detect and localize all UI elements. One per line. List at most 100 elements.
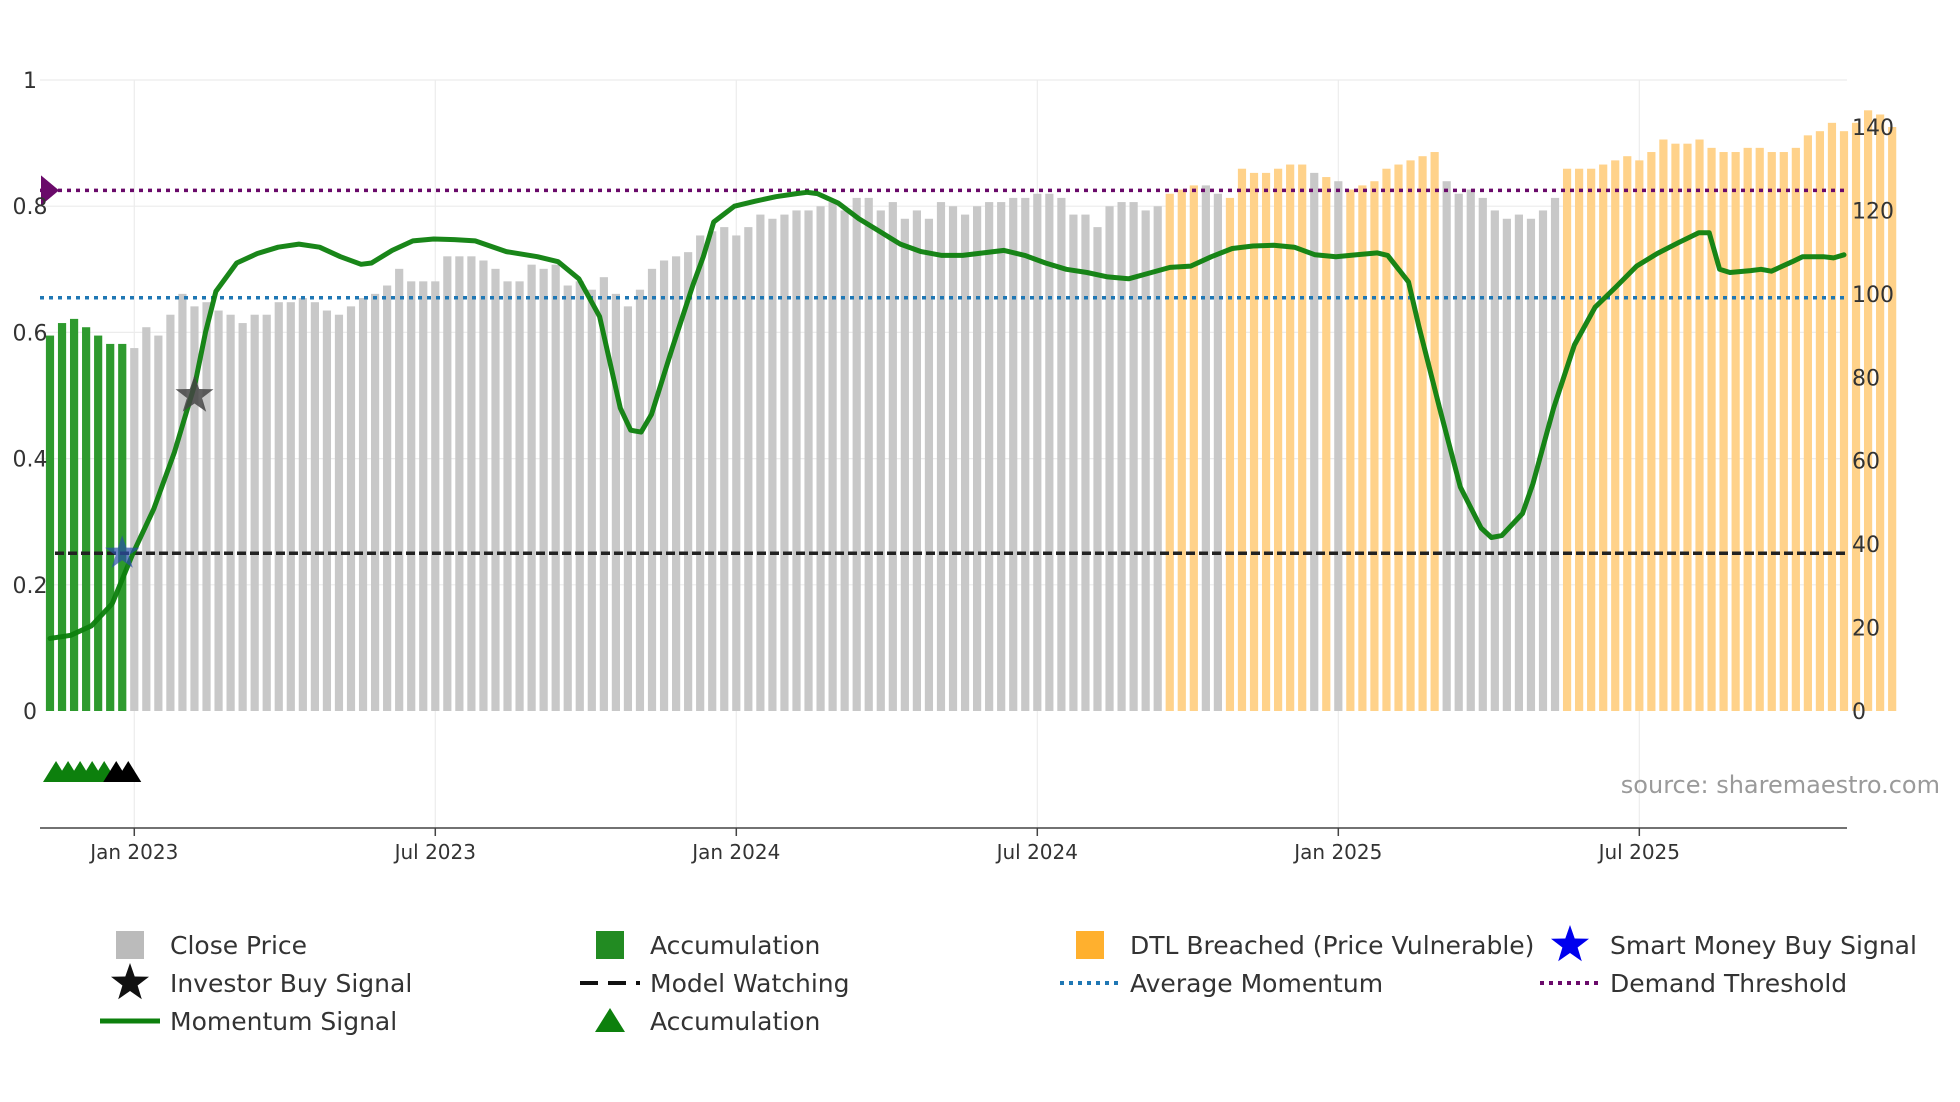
price-bar — [1827, 122, 1837, 712]
left-tick-label: 1 — [23, 69, 37, 94]
price-bar — [1599, 164, 1608, 712]
price-bar — [1442, 181, 1451, 711]
price-bar — [599, 277, 608, 711]
investor-buy-star — [175, 375, 214, 412]
right-tick-label: 20 — [1852, 617, 1880, 642]
price-bar — [1839, 131, 1849, 711]
legend-label: Momentum Signal — [170, 1007, 397, 1036]
legend-item: Model Watching — [580, 969, 850, 998]
price-bar — [395, 268, 404, 711]
price-bar — [178, 293, 187, 711]
price-bar — [563, 285, 572, 711]
x-tick-label: Jan 2024 — [690, 840, 780, 864]
legend-item: Average Momentum — [1060, 969, 1383, 998]
left-tick-label: 0.6 — [13, 321, 48, 346]
price-bar — [431, 281, 440, 711]
price-bar — [1382, 168, 1391, 711]
price-bar — [888, 202, 897, 712]
price-bar — [1876, 114, 1885, 711]
price-bar — [1358, 185, 1367, 711]
legend-item: Investor Buy Signal — [111, 963, 412, 1000]
price-bar — [286, 302, 295, 711]
price-bar — [816, 206, 825, 711]
price-bar — [792, 210, 801, 711]
price-bar — [250, 314, 259, 711]
legend-label: Close Price — [170, 931, 307, 960]
price-bar — [1538, 210, 1548, 711]
price-bar — [1550, 197, 1560, 711]
price-bar — [1779, 152, 1788, 711]
price-bar — [1045, 193, 1054, 711]
price-bar — [1575, 168, 1584, 711]
right-tick-label: 40 — [1852, 533, 1880, 558]
price-bar — [720, 227, 729, 711]
left-tick-label: 0.8 — [13, 195, 48, 220]
price-bar — [1478, 197, 1487, 711]
price-bar — [370, 293, 380, 711]
smart-money-star — [105, 535, 140, 568]
price-bar — [900, 218, 909, 711]
left-tick-label: 0 — [23, 700, 37, 725]
price-bar — [515, 281, 524, 711]
price-bar — [997, 202, 1006, 712]
price-bar — [551, 264, 560, 711]
price-bar — [1587, 168, 1596, 711]
momentum-signal — [47, 189, 1847, 641]
price-bar — [1514, 214, 1524, 711]
price-bar — [684, 252, 693, 711]
legend-swatch-square — [1076, 931, 1104, 959]
price-bar — [1767, 152, 1776, 711]
price-bar — [310, 302, 319, 711]
price-bar — [358, 298, 368, 711]
price-bar — [106, 343, 115, 711]
legend-label: Investor Buy Signal — [170, 969, 412, 998]
price-bar — [708, 231, 717, 712]
price-bar — [852, 197, 861, 711]
price-bar — [1249, 172, 1259, 711]
price-bar — [346, 306, 356, 711]
price-bar — [647, 268, 657, 711]
price-bar — [575, 281, 584, 711]
price-bar — [274, 302, 283, 711]
x-tick-label: Jan 2025 — [1292, 840, 1382, 864]
price-bar — [322, 310, 332, 711]
price-bar — [828, 202, 837, 712]
legend-item: Smart Money Buy Signal — [1551, 925, 1917, 962]
price-bar — [1430, 152, 1439, 711]
price-bar — [479, 260, 488, 711]
legend-label: Average Momentum — [1130, 969, 1383, 998]
price-bar — [1346, 189, 1355, 712]
price-bar — [1201, 185, 1210, 711]
price-bar — [1418, 156, 1427, 711]
price-bar — [82, 327, 91, 711]
price-bar — [1635, 160, 1644, 711]
price-bar — [1189, 185, 1198, 711]
price-bar — [659, 260, 669, 711]
price-bar — [1310, 172, 1319, 711]
price-bar — [1298, 164, 1307, 712]
price-bar — [973, 206, 982, 711]
price-bar — [1502, 218, 1511, 711]
price-bar — [383, 285, 392, 711]
price-bar — [1707, 147, 1716, 711]
price-bar — [407, 281, 416, 711]
price-bar — [1562, 168, 1572, 711]
price-bar — [1683, 143, 1692, 711]
price-bar — [1105, 206, 1114, 711]
price-bar — [732, 235, 741, 711]
price-bar — [334, 314, 344, 711]
price-bar — [1623, 156, 1632, 711]
price-bar — [1406, 160, 1415, 711]
price-bar — [1851, 122, 1861, 712]
price-bar — [467, 256, 476, 711]
price-bar — [1081, 214, 1090, 711]
legend-label: Smart Money Buy Signal — [1610, 931, 1917, 960]
price-bar — [238, 323, 247, 711]
price-bar — [1394, 164, 1403, 712]
reference-lines — [40, 188, 1847, 555]
price-bar — [756, 214, 765, 711]
legend-swatch-square — [596, 931, 624, 959]
x-tick-label: Jan 2023 — [88, 840, 178, 864]
price-bar — [503, 281, 512, 711]
